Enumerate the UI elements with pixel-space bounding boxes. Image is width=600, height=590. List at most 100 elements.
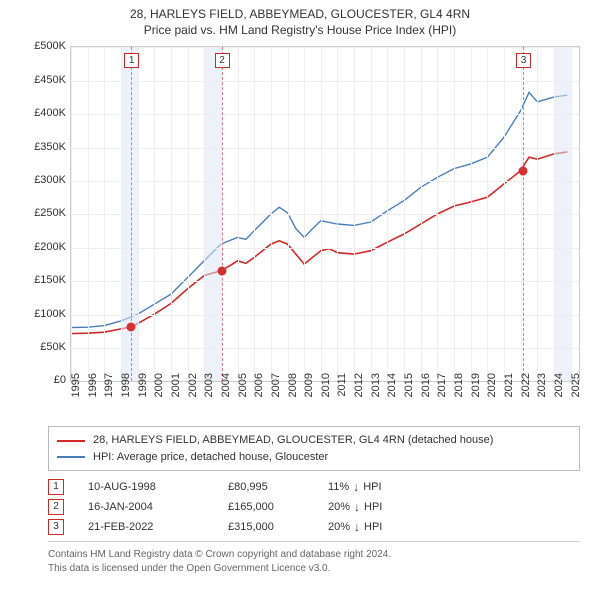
- gridline-v: [204, 47, 205, 381]
- marker-badge: 3: [516, 53, 531, 68]
- event-date: 16-JAN-2004: [88, 501, 228, 513]
- legend-row: 28, HARLEYS FIELD, ABBEYMEAD, GLOUCESTER…: [57, 432, 571, 449]
- gridline-v: [104, 47, 105, 381]
- title-line-2: Price paid vs. HM Land Registry's House …: [0, 22, 600, 38]
- marker-dot: [127, 323, 136, 332]
- gridline-v: [271, 47, 272, 381]
- event-row: 216-JAN-2004£165,00020%↓HPI: [48, 497, 580, 517]
- gridline-h: [71, 47, 579, 48]
- event-badge: 3: [48, 519, 64, 535]
- gridline-v: [254, 47, 255, 381]
- gridline-v: [387, 47, 388, 381]
- gridline-h: [71, 148, 579, 149]
- gridline-v: [404, 47, 405, 381]
- legend-label: 28, HARLEYS FIELD, ABBEYMEAD, GLOUCESTER…: [93, 432, 493, 449]
- gridline-h: [71, 315, 579, 316]
- gridline-v: [238, 47, 239, 381]
- gridline-v: [471, 47, 472, 381]
- event-diff-suffix: HPI: [364, 501, 382, 513]
- legend-swatch: [57, 440, 85, 442]
- event-diff-suffix: HPI: [363, 481, 381, 493]
- event-badge: 1: [48, 479, 64, 495]
- chart-title: 28, HARLEYS FIELD, ABBEYMEAD, GLOUCESTER…: [0, 0, 600, 38]
- footer-attribution: Contains HM Land Registry data © Crown c…: [48, 541, 580, 575]
- y-axis-label: £100K: [20, 308, 66, 320]
- y-axis-label: £400K: [20, 107, 66, 119]
- legend-label: HPI: Average price, detached house, Glou…: [93, 449, 328, 466]
- marker-dot: [217, 267, 226, 276]
- y-axis-label: £150K: [20, 274, 66, 286]
- legend-box: 28, HARLEYS FIELD, ABBEYMEAD, GLOUCESTER…: [48, 426, 580, 471]
- gridline-v: [288, 47, 289, 381]
- event-price: £165,000: [228, 501, 328, 513]
- y-axis-label: £500K: [20, 40, 66, 52]
- event-row: 3 21-FEB-2022£315,00020% ↓ HPI: [48, 517, 580, 537]
- event-diff-pct: 11%: [328, 481, 349, 493]
- marker-line: [523, 47, 524, 381]
- event-row: 1 10-AUG-1998£80,99511% ↓ HPI: [48, 477, 580, 497]
- y-axis-label: £450K: [20, 74, 66, 86]
- y-axis-label: £200K: [20, 241, 66, 253]
- event-diff: 11% ↓ HPI: [328, 481, 382, 493]
- event-date: 10-AUG-1998: [88, 481, 228, 493]
- gridline-v: [554, 47, 555, 381]
- gridline-h: [71, 348, 579, 349]
- y-axis-label: £0: [20, 374, 66, 386]
- legend-swatch: [57, 456, 85, 458]
- footer-line-2: This data is licensed under the Open Gov…: [48, 562, 580, 576]
- chart-area: 1 2 3 £0 £50K £100K £150K £200K £250K £300K £350K…: [20, 46, 580, 416]
- legend-row: HPI: Average price, detached house, Glou…: [57, 449, 571, 466]
- event-diff: 20% ↓ HPI: [328, 501, 382, 513]
- gridline-v: [171, 47, 172, 381]
- gridline-v: [321, 47, 322, 381]
- gridline-h: [71, 248, 579, 249]
- event-date: 21-FEB-2022: [88, 521, 228, 533]
- title-line-1: 28, HARLEYS FIELD, ABBEYMEAD, GLOUCESTER…: [0, 6, 600, 22]
- event-diff-pct: 20%: [328, 501, 350, 513]
- arrow-down-icon: ↓: [354, 521, 360, 533]
- gridline-v: [188, 47, 189, 381]
- y-axis-label: £50K: [20, 341, 66, 353]
- gridline-h: [71, 281, 579, 282]
- gridline-h: [71, 214, 579, 215]
- gridline-v: [487, 47, 488, 381]
- gridline-v: [88, 47, 89, 381]
- marker-dot: [519, 166, 528, 175]
- event-diff: 20% ↓ HPI: [328, 521, 382, 533]
- arrow-down-icon: ↓: [354, 501, 360, 513]
- x-axis-label: 2025: [570, 373, 598, 403]
- gridline-v: [571, 47, 572, 381]
- y-axis-label: £250K: [20, 207, 66, 219]
- gridline-v: [138, 47, 139, 381]
- event-price: £315,000: [228, 521, 328, 533]
- gridline-v: [337, 47, 338, 381]
- arrow-down-icon: ↓: [353, 481, 359, 493]
- gridline-v: [521, 47, 522, 381]
- event-diff-suffix: HPI: [364, 521, 382, 533]
- marker-line: [222, 47, 223, 381]
- gridline-h: [71, 81, 579, 82]
- gridline-v: [371, 47, 372, 381]
- gridline-v: [537, 47, 538, 381]
- series-line-hpi: [71, 93, 567, 328]
- gridline-v: [454, 47, 455, 381]
- event-diff-pct: 20%: [328, 521, 350, 533]
- gridline-v: [71, 47, 72, 381]
- gridline-v: [504, 47, 505, 381]
- gridline-v: [421, 47, 422, 381]
- y-axis-label: £300K: [20, 174, 66, 186]
- gridline-h: [71, 181, 579, 182]
- plot-region: 1 2 3: [70, 46, 580, 382]
- gridline-v: [437, 47, 438, 381]
- gridline-v: [304, 47, 305, 381]
- series-line-property: [71, 152, 567, 334]
- marker-badge: 1: [124, 53, 139, 68]
- gridline-v: [121, 47, 122, 381]
- y-axis-label: £350K: [20, 141, 66, 153]
- gridline-v: [154, 47, 155, 381]
- marker-badge: 2: [215, 53, 230, 68]
- event-price: £80,995: [228, 481, 328, 493]
- gridline-h: [71, 114, 579, 115]
- event-table: 110-AUG-1998£80,99511%↓HPI216-JAN-2004£1…: [48, 477, 580, 537]
- gridline-v: [354, 47, 355, 381]
